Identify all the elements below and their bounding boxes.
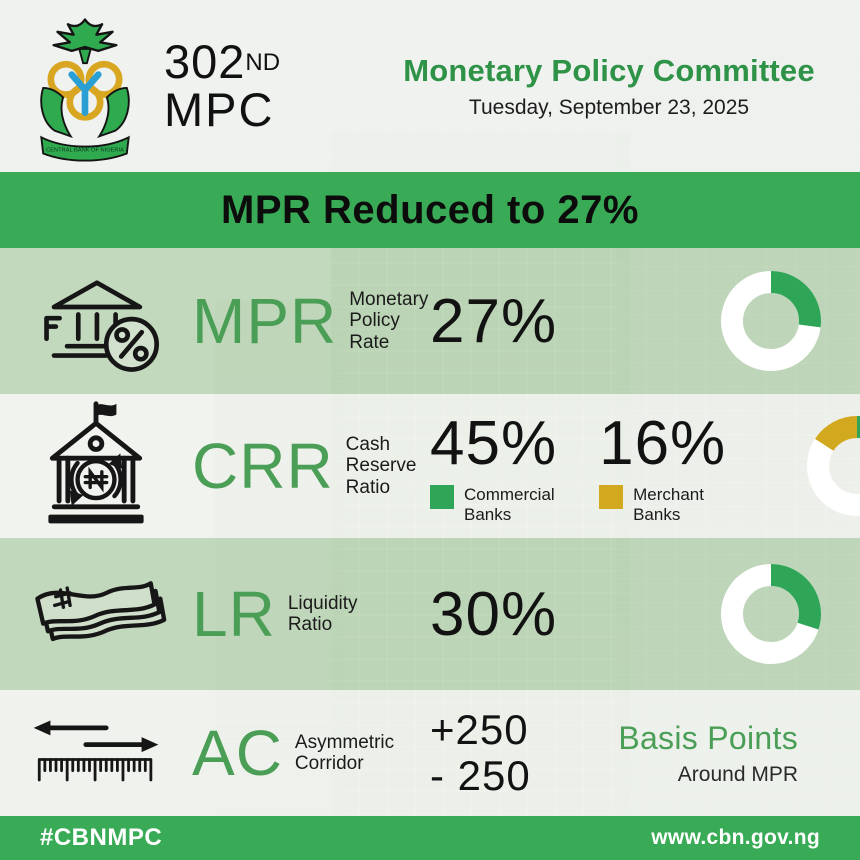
website-url: www.cbn.gov.ng — [651, 826, 820, 849]
meeting-date: Tuesday, September 23, 2025 — [468, 95, 750, 119]
lr-abbr-block: LR Liquidity Ratio — [192, 577, 430, 651]
mpr-label: Monetary Policy Rate — [349, 289, 429, 353]
edition-number: 302 — [164, 35, 246, 89]
commercial-banks-legend: Commercial Banks — [430, 485, 557, 524]
lr-donut-wrap — [682, 564, 860, 664]
bank-percent-icon — [0, 269, 192, 373]
edition-ordinal: ND — [245, 48, 281, 76]
blue-y-icon — [68, 71, 102, 116]
gold-swatch — [599, 485, 624, 510]
merchant-banks-legend: Merchant Banks — [599, 485, 726, 524]
eagle-icon — [52, 18, 118, 53]
crr-merchant-value: 16% — [599, 409, 727, 479]
bank-naira-icon — [0, 398, 192, 534]
lr-label: Liquidity Ratio — [287, 592, 358, 635]
crr-abbr-block: CRR Cash Reserve Ratio — [192, 429, 430, 503]
mpr-abbr-block: MPR Monetary Policy Rate — [192, 284, 430, 358]
around-mpr-label: Around MPR — [677, 762, 798, 786]
left-hand-icon — [40, 86, 74, 139]
row-ac: AC Asymmetric Corridor +250 - 250 Basis … — [0, 690, 860, 816]
ac-values: +250 - 250 Basis Points Around MPR — [430, 705, 860, 799]
lr-abbr: LR — [192, 578, 276, 650]
row-lr: LR Liquidity Ratio 30% — [0, 538, 860, 690]
edition-number-line: 302ND — [164, 38, 280, 86]
corridor-minus: - 250 — [430, 752, 531, 799]
edition-block: 302ND MPC — [164, 38, 280, 134]
lr-donut-chart — [721, 564, 821, 664]
ribbon-banner — [40, 135, 130, 162]
edition-acronym: MPC — [164, 83, 275, 136]
ac-abbr: AC — [192, 717, 283, 789]
corridor-values: +250 - 250 — [430, 705, 531, 799]
mpr-donut-wrap — [682, 271, 860, 371]
row-crr: CRR Cash Reserve Ratio 45% Commercial Ba… — [0, 394, 860, 538]
hashtag: #CBNMPC — [40, 824, 163, 851]
commercial-banks-label: Commercial Banks — [464, 485, 555, 524]
lr-value: 30% — [430, 579, 558, 649]
ac-label: Asymmetric Corridor — [294, 731, 395, 774]
crr-abbr: CRR — [192, 430, 334, 502]
mpr-values: 27% — [430, 286, 682, 357]
cbn-logo: CENTRAL BANK OF NIGERIA — [26, 10, 144, 162]
page-title: Monetary Policy Committee — [403, 52, 815, 88]
mpr-value: 27% — [430, 286, 558, 356]
crr-donut-wrap — [768, 416, 860, 516]
headline-text: MPR Reduced to 27% — [221, 187, 639, 232]
basis-points-block: Basis Points Around MPR — [618, 720, 798, 787]
header-titles: Monetary Policy Committee Tuesday, Septe… — [368, 53, 850, 120]
crr-values: 45% Commercial Banks 16% Merchant Banks — [430, 408, 768, 524]
commercial-banks-block: 45% Commercial Banks — [430, 408, 558, 524]
corridor-plus: +250 — [430, 705, 529, 753]
green-swatch — [430, 485, 454, 510]
header: CENTRAL BANK OF NIGERIA 302ND MPC Moneta… — [0, 0, 860, 172]
ac-abbr-block: AC Asymmetric Corridor — [192, 716, 430, 790]
basis-points-label: Basis Points — [618, 719, 798, 756]
right-hand-icon — [96, 86, 130, 139]
crr-label: Cash Reserve Ratio — [345, 434, 417, 498]
logo-ribbon-text: CENTRAL BANK OF NIGERIA — [46, 148, 124, 154]
corridor-ruler-icon — [0, 713, 192, 793]
eagle-tail — [78, 48, 92, 65]
banknotes-icon — [0, 566, 192, 662]
crr-donut-chart — [807, 416, 860, 516]
mpr-donut-chart — [721, 271, 821, 371]
mpr-abbr: MPR — [192, 285, 338, 357]
headline-banner: MPR Reduced to 27% — [0, 172, 860, 248]
crr-commercial-value: 45% — [430, 409, 558, 479]
footer: #CBNMPC www.cbn.gov.ng — [0, 816, 860, 860]
merchant-banks-label: Merchant Banks — [633, 485, 704, 524]
lr-values: 30% — [430, 579, 682, 650]
row-mpr: MPR Monetary Policy Rate 27% — [0, 248, 860, 394]
merchant-banks-block: 16% Merchant Banks — [599, 408, 727, 524]
